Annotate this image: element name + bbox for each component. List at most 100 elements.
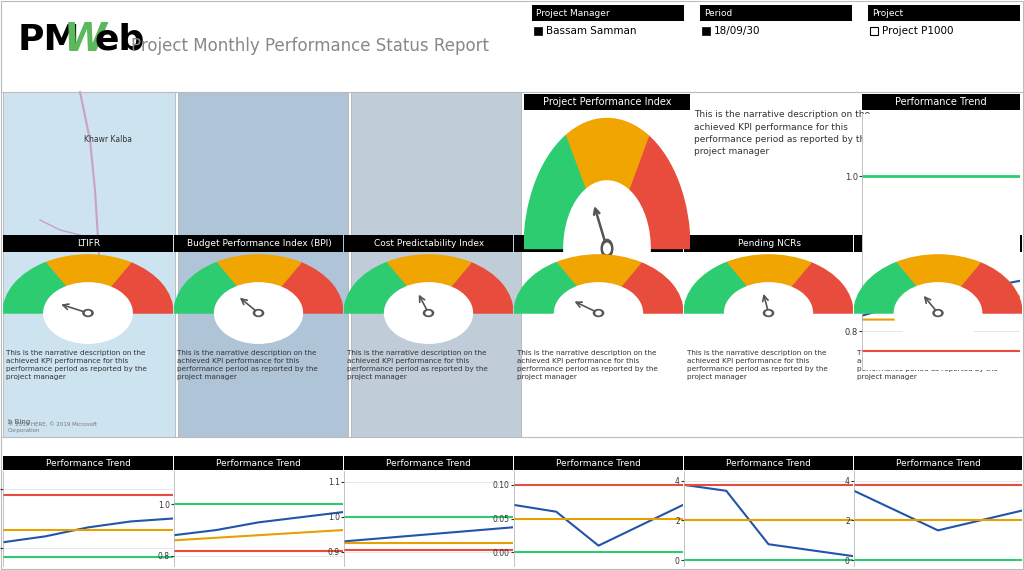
Circle shape xyxy=(555,283,642,343)
FancyBboxPatch shape xyxy=(351,92,521,437)
Circle shape xyxy=(83,310,93,316)
Circle shape xyxy=(424,310,433,316)
Text: Khawr Kalba: Khawr Kalba xyxy=(84,136,132,145)
Bar xyxy=(868,5,1020,21)
Bar xyxy=(684,235,853,252)
Bar xyxy=(3,456,173,470)
Text: Performance Trend: Performance Trend xyxy=(895,97,987,107)
Wedge shape xyxy=(565,119,648,190)
Circle shape xyxy=(766,311,771,315)
Bar xyxy=(514,235,683,252)
Circle shape xyxy=(601,239,612,258)
Circle shape xyxy=(596,311,601,315)
Wedge shape xyxy=(896,255,980,287)
Bar xyxy=(862,94,1020,110)
Circle shape xyxy=(604,243,610,254)
Bar xyxy=(174,456,343,470)
Text: This is the narrative description on the
achieved KPI performance for this
perfo: This is the narrative description on the… xyxy=(687,350,827,380)
Bar xyxy=(854,456,1022,470)
Wedge shape xyxy=(524,136,586,249)
Wedge shape xyxy=(514,263,577,313)
Bar xyxy=(174,235,343,252)
Circle shape xyxy=(215,283,302,343)
Text: Project Monthly Performance Status Report: Project Monthly Performance Status Repor… xyxy=(131,37,489,55)
Wedge shape xyxy=(791,263,853,313)
Text: Performance Trend: Performance Trend xyxy=(386,458,471,467)
Text: b Bing: b Bing xyxy=(8,419,31,425)
Text: eb: eb xyxy=(94,23,144,57)
Text: Performance Trend: Performance Trend xyxy=(45,458,130,467)
Circle shape xyxy=(385,283,472,343)
Text: Project: Project xyxy=(872,9,903,18)
Text: This is the narrative description on the
achieved KPI performance for this
perfo: This is the narrative description on the… xyxy=(694,110,870,157)
Bar xyxy=(524,94,690,110)
Bar xyxy=(684,456,853,470)
Wedge shape xyxy=(45,255,130,287)
Text: 18/09/30: 18/09/30 xyxy=(714,26,761,36)
Circle shape xyxy=(933,310,943,316)
Text: This is the narrative description on the
achieved KPI performance for this
perfo: This is the narrative description on the… xyxy=(517,350,657,380)
Bar xyxy=(700,5,852,21)
Bar xyxy=(344,235,513,252)
Text: Period: Period xyxy=(705,9,732,18)
Circle shape xyxy=(44,283,132,343)
Text: Kalba: Kalba xyxy=(49,266,71,275)
Wedge shape xyxy=(621,263,683,313)
Text: This is the narrative description on the
achieved KPI performance for this
perfo: This is the narrative description on the… xyxy=(857,350,997,380)
Wedge shape xyxy=(281,263,343,313)
Wedge shape xyxy=(3,263,66,313)
Wedge shape xyxy=(629,136,690,249)
Circle shape xyxy=(725,283,812,343)
Wedge shape xyxy=(344,263,407,313)
Text: Tarns: Tarns xyxy=(30,307,46,312)
Bar xyxy=(514,456,683,470)
Circle shape xyxy=(253,310,263,316)
Circle shape xyxy=(85,311,90,315)
Bar xyxy=(534,27,542,35)
Wedge shape xyxy=(111,263,173,313)
Wedge shape xyxy=(684,263,746,313)
Text: © 2019 HERE, © 2019 Microsoft
Corporation: © 2019 HERE, © 2019 Microsoft Corporatio… xyxy=(8,422,97,433)
Wedge shape xyxy=(386,255,471,287)
Circle shape xyxy=(764,310,773,316)
Text: LTIFR: LTIFR xyxy=(77,239,100,248)
Text: This is the narrative description on the
achieved KPI performance for this
perfo: This is the narrative description on the… xyxy=(347,350,487,380)
Text: Pending Issues: Pending Issues xyxy=(905,239,972,248)
Text: PM: PM xyxy=(18,23,81,57)
Bar xyxy=(854,235,1022,252)
Bar xyxy=(870,27,878,35)
Text: W: W xyxy=(63,21,106,59)
Text: Bassam Samman: Bassam Samman xyxy=(546,26,637,36)
Wedge shape xyxy=(854,263,916,313)
Text: This is the narrative description on the
achieved KPI performance for this
perfo: This is the narrative description on the… xyxy=(6,350,146,380)
Wedge shape xyxy=(451,263,513,313)
Bar xyxy=(702,27,710,35)
Bar xyxy=(344,456,513,470)
Wedge shape xyxy=(174,263,237,313)
Text: This is the narrative description on the
achieved KPI performance for this
perfo: This is the narrative description on the… xyxy=(177,350,317,380)
Wedge shape xyxy=(556,255,641,287)
Circle shape xyxy=(894,283,982,343)
Bar xyxy=(532,5,684,21)
Text: Project Completion Date: Project Completion Date xyxy=(544,239,654,248)
Text: Project P1000: Project P1000 xyxy=(882,26,953,36)
FancyBboxPatch shape xyxy=(3,92,175,437)
Wedge shape xyxy=(216,255,301,287)
Wedge shape xyxy=(726,255,811,287)
Text: Cost Predictability Index: Cost Predictability Index xyxy=(374,239,484,248)
Bar xyxy=(3,235,173,252)
Wedge shape xyxy=(959,263,1022,313)
Text: Performance Trend: Performance Trend xyxy=(216,458,301,467)
Circle shape xyxy=(594,310,603,316)
Text: Budget Performance Index (BPI): Budget Performance Index (BPI) xyxy=(186,239,332,248)
Text: Performance Trend: Performance Trend xyxy=(556,458,641,467)
Text: Project Manager: Project Manager xyxy=(536,9,609,18)
Circle shape xyxy=(936,311,940,315)
Text: Performance Trend: Performance Trend xyxy=(726,458,811,467)
Circle shape xyxy=(426,311,431,315)
Circle shape xyxy=(564,181,650,316)
Text: Performance Trend: Performance Trend xyxy=(896,458,980,467)
Text: Pending NCRs: Pending NCRs xyxy=(737,239,801,248)
FancyBboxPatch shape xyxy=(178,92,348,437)
Text: Project Performance Index: Project Performance Index xyxy=(543,97,672,107)
